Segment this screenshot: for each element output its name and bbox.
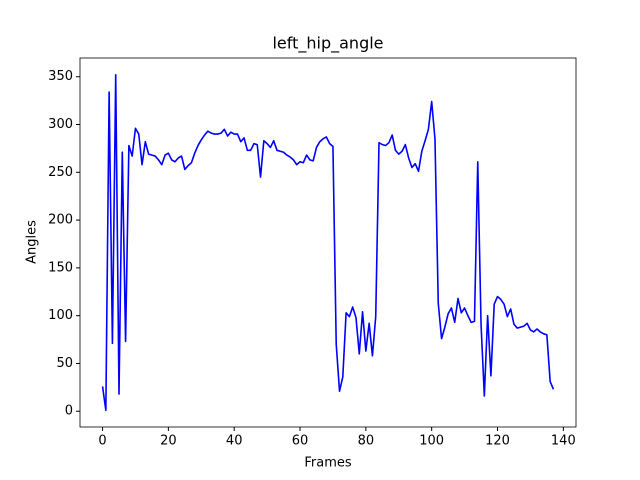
y-tick-label: 350 [48, 69, 73, 84]
y-tick-label: 150 [48, 260, 73, 275]
x-tick-label: 80 [358, 434, 375, 449]
x-axis-label: Frames [304, 456, 352, 471]
x-tick-label: 40 [226, 434, 243, 449]
y-tick-label: 250 [48, 165, 73, 180]
plot-frame [79, 57, 577, 428]
x-tick-label: 120 [485, 434, 510, 449]
x-tick-label: 20 [160, 434, 177, 449]
line [101, 74, 555, 412]
x-tick-label: 60 [292, 434, 309, 449]
chart-title: left_hip_angle [272, 34, 383, 54]
y-tick-label: 200 [48, 213, 73, 228]
x-tick-label: 0 [98, 434, 106, 449]
y-tick-label: 50 [56, 356, 73, 371]
x-tick-label: 140 [551, 434, 576, 449]
y-tick-label: 300 [48, 117, 73, 132]
y-axis-label: Angles [25, 220, 40, 264]
x-tick-label: 100 [419, 434, 444, 449]
y-tick-label: 100 [48, 308, 73, 323]
y-tick-label: 0 [65, 404, 73, 419]
